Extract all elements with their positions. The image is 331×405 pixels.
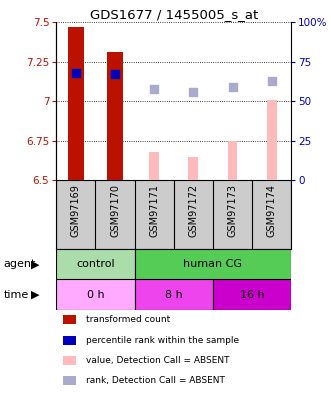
Text: GSM97173: GSM97173 [227,184,238,237]
Bar [213,279,291,310]
Point [230,84,235,90]
Bar [188,156,198,180]
Text: GSM97172: GSM97172 [188,184,198,237]
Point [269,77,274,84]
Text: 16 h: 16 h [240,290,264,300]
Bar [56,249,135,279]
Text: transformed count: transformed count [86,315,170,324]
Title: GDS1677 / 1455005_s_at: GDS1677 / 1455005_s_at [90,8,258,21]
Text: 8 h: 8 h [165,290,183,300]
Text: agent: agent [3,259,36,269]
Text: control: control [76,259,115,269]
Text: human CG: human CG [183,259,242,269]
Text: ▶: ▶ [31,290,40,300]
Text: value, Detection Call = ABSENT: value, Detection Call = ABSENT [86,356,230,365]
Text: ▶: ▶ [31,259,40,269]
Text: time: time [3,290,28,300]
Text: GSM97170: GSM97170 [110,184,120,237]
Bar [107,52,123,180]
Bar [228,141,237,180]
Text: percentile rank within the sample: percentile rank within the sample [86,336,239,345]
Bar [135,249,291,279]
Point [113,71,118,78]
Bar [267,100,277,180]
Bar [68,27,84,180]
Text: rank, Detection Call = ABSENT: rank, Detection Call = ABSENT [86,376,225,385]
Bar [56,279,135,310]
Text: GSM97174: GSM97174 [267,184,277,237]
Text: GSM97169: GSM97169 [71,184,81,237]
Point [152,85,157,92]
Point [73,70,78,76]
Point [191,89,196,95]
Text: 0 h: 0 h [87,290,104,300]
Text: GSM97171: GSM97171 [149,184,159,237]
Bar [149,152,159,180]
Bar [135,279,213,310]
